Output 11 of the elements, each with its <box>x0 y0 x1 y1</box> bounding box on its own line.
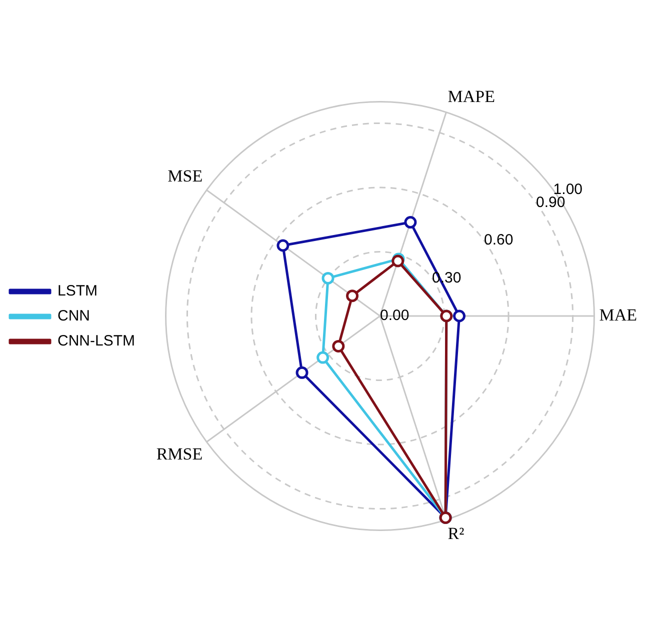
y-tick-label: 0.60 <box>484 232 514 249</box>
spoke-label: RMSE <box>156 444 203 464</box>
y-tick-label: 0.00 <box>380 307 410 324</box>
spoke-label: MAE <box>599 305 638 324</box>
legend-label: CNN-LSTM <box>58 332 135 350</box>
y-tick-label: 0.90 <box>536 194 566 211</box>
legend-label: CNN <box>58 308 90 325</box>
spoke-label: MAPE <box>448 86 495 106</box>
legend-label: LSTM <box>58 282 98 300</box>
spoke-label: MSE <box>168 166 203 186</box>
spoke-label: R² <box>448 524 464 544</box>
